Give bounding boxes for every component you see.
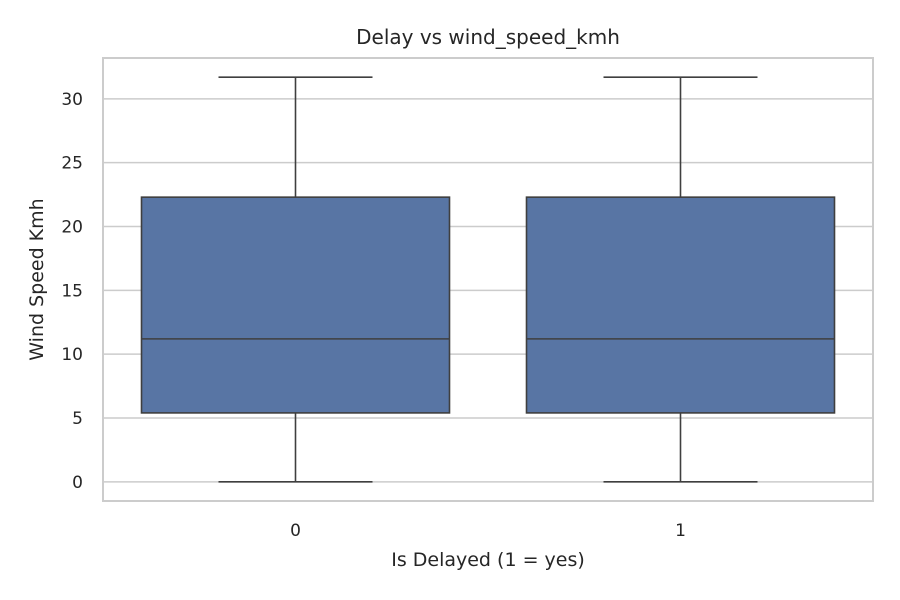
box-iqr xyxy=(140,196,451,414)
plot-frame xyxy=(102,57,874,502)
y-tick-label: 25 xyxy=(61,154,83,174)
x-tick-label: 0 xyxy=(290,521,301,541)
y-tick-label: 30 xyxy=(61,90,83,110)
boxes xyxy=(140,76,836,483)
y-axis-label: Wind Speed Kmh xyxy=(26,198,48,360)
y-tick-label: 5 xyxy=(72,409,83,429)
y-tick-labels: 0 5 10 15 20 25 30 xyxy=(61,90,83,493)
box-iqr xyxy=(525,196,836,414)
x-tick-label: 1 xyxy=(675,521,686,541)
y-tick-label: 0 xyxy=(72,473,83,493)
chart-title: Delay vs wind_speed_kmh xyxy=(356,25,620,49)
y-tick-label: 15 xyxy=(61,281,83,301)
x-axis-label: Is Delayed (1 = yes) xyxy=(391,549,585,571)
y-tick-label: 10 xyxy=(61,345,83,365)
y-tick-label: 20 xyxy=(61,218,83,238)
